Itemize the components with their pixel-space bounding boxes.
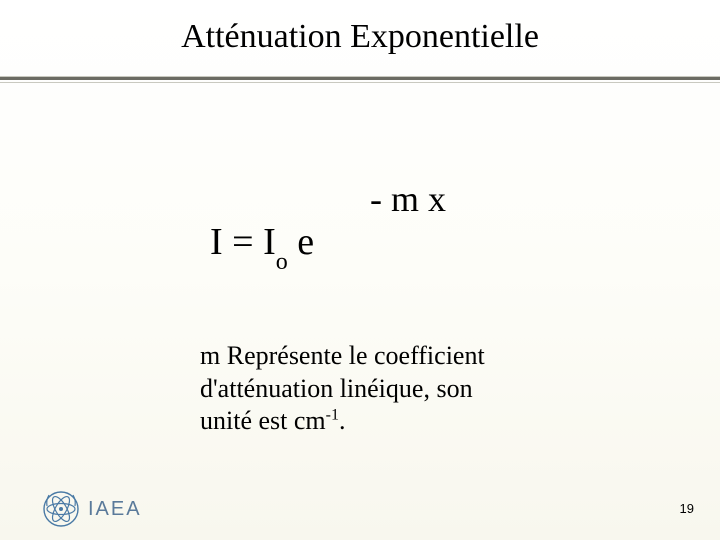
formula-lhs: I = I (210, 221, 276, 263)
footer: IAEA 19 (0, 478, 720, 528)
exp-mu: m (391, 179, 419, 219)
desc-mu: m (200, 341, 220, 370)
desc-line1: Représente le coefficient (220, 341, 484, 370)
desc-line3-pre: unité est cm (200, 406, 326, 435)
formula-e: e (288, 221, 314, 263)
page-number: 19 (680, 501, 694, 516)
slide-title: Atténuation Exponentielle (0, 0, 720, 56)
org-name: IAEA (88, 498, 142, 521)
exp-x: x (419, 179, 446, 219)
formula-exponent: - m x (370, 178, 446, 220)
atom-icon (42, 490, 80, 528)
desc-line3-sup: -1 (326, 406, 339, 423)
formula: I = Io e - m x (210, 220, 314, 270)
org-logo: IAEA (42, 490, 142, 528)
exp-minus: - (370, 179, 391, 219)
title-divider (0, 76, 720, 83)
description-text: m Représente le coefficient d'atténuatio… (200, 340, 560, 438)
desc-line3-post: . (339, 406, 346, 435)
formula-sub: o (276, 249, 288, 275)
desc-line2: d'atténuation linéique, son (200, 374, 473, 403)
